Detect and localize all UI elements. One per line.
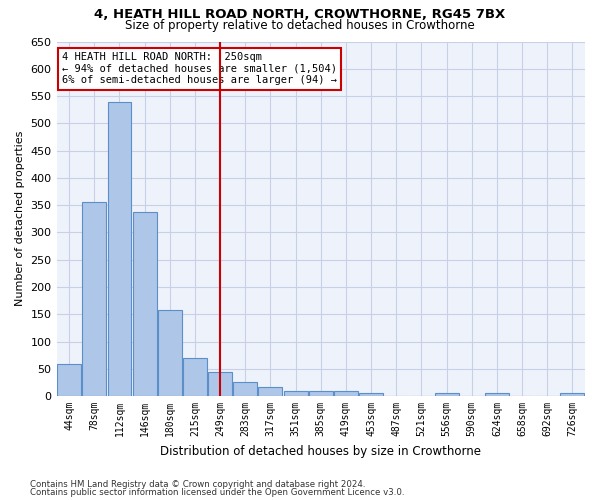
Text: Contains HM Land Registry data © Crown copyright and database right 2024.: Contains HM Land Registry data © Crown c…	[30, 480, 365, 489]
Bar	[208, 372, 232, 396]
Y-axis label: Number of detached properties: Number of detached properties	[15, 131, 25, 306]
X-axis label: Distribution of detached houses by size in Crowthorne: Distribution of detached houses by size …	[160, 444, 481, 458]
Bar	[133, 212, 157, 396]
Bar	[560, 394, 584, 396]
Bar	[284, 390, 308, 396]
Text: 4 HEATH HILL ROAD NORTH:  250sqm
← 94% of detached houses are smaller (1,504)
6%: 4 HEATH HILL ROAD NORTH: 250sqm ← 94% of…	[62, 52, 337, 86]
Bar	[233, 382, 257, 396]
Bar	[259, 387, 283, 396]
Bar	[485, 394, 509, 396]
Bar	[107, 102, 131, 396]
Bar	[57, 364, 81, 396]
Bar	[158, 310, 182, 396]
Bar	[334, 391, 358, 396]
Text: 4, HEATH HILL ROAD NORTH, CROWTHORNE, RG45 7BX: 4, HEATH HILL ROAD NORTH, CROWTHORNE, RG…	[94, 8, 506, 20]
Bar	[183, 358, 207, 396]
Text: Contains public sector information licensed under the Open Government Licence v3: Contains public sector information licen…	[30, 488, 404, 497]
Bar	[359, 394, 383, 396]
Bar	[434, 394, 458, 396]
Text: Size of property relative to detached houses in Crowthorne: Size of property relative to detached ho…	[125, 18, 475, 32]
Bar	[309, 391, 333, 396]
Bar	[82, 202, 106, 396]
